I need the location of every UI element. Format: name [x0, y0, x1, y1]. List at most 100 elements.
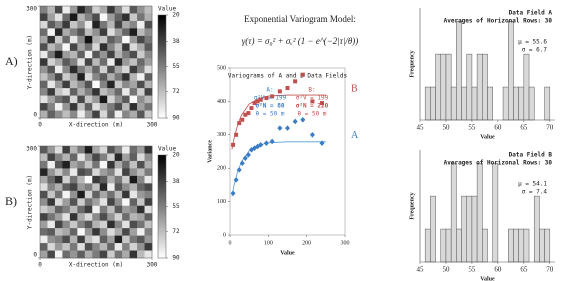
- plot-frame: [229, 67, 346, 236]
- heatmap-cell: [137, 13, 145, 22]
- chart-subtitle: Averages of Horizonal Rows: 30: [444, 160, 553, 167]
- heatmap-cell: [122, 20, 130, 29]
- annotation: θ = 50 m: [256, 111, 285, 118]
- heatmap-cell: [62, 20, 71, 29]
- heatmap-cell: [40, 228, 48, 236]
- heatmap-cell: [129, 43, 138, 52]
- heatmap-cell: [84, 213, 93, 221]
- heatmap-cell: [69, 20, 78, 29]
- histogram-bar: [508, 228, 514, 263]
- x-tick-label: 60: [494, 124, 502, 132]
- heatmap-cell: [92, 65, 101, 74]
- heatmap-cell: [69, 58, 78, 67]
- heatmap-cell: [92, 168, 101, 177]
- histogram-bar: [440, 228, 447, 263]
- heatmap-cell: [99, 213, 108, 221]
- heatmap-cell: [107, 88, 115, 96]
- heatmap-cell: [129, 175, 138, 184]
- x-tick-label: 300: [341, 240, 350, 246]
- histogram-bar: [533, 195, 540, 263]
- heatmap-cell: [69, 160, 78, 169]
- heatmap-cell: [129, 168, 138, 177]
- heatmap-cell: [47, 168, 56, 177]
- data-point: [270, 94, 275, 99]
- histogram-bar: [466, 53, 473, 121]
- heatmap-cell: [77, 175, 86, 184]
- heatmap-cell: [114, 205, 123, 214]
- heatmap-cell: [92, 160, 101, 169]
- y-tick-label: 300: [26, 6, 37, 13]
- heatmap-cell: [47, 28, 56, 37]
- heatmap-cell: [99, 183, 108, 192]
- heatmap-cell: [122, 250, 130, 259]
- heatmap-cell: [99, 95, 108, 104]
- heatmap-cell: [92, 183, 101, 192]
- heatmap-cell: [107, 95, 115, 104]
- heatmap-cell: [62, 235, 71, 244]
- heatmap-cell: [99, 103, 108, 111]
- heatmap-cell: [47, 153, 56, 162]
- annotation: σ²N = 80: [256, 103, 285, 110]
- data-point: [277, 125, 283, 131]
- heatmap-cell: [77, 213, 86, 221]
- heatmap-cell: [122, 168, 130, 177]
- y-tick-label: 0: [33, 252, 37, 259]
- heatmap-cell: [69, 80, 78, 89]
- heatmap-cell: [40, 50, 48, 59]
- heatmap-cell: [114, 43, 123, 52]
- panel-label: B): [5, 194, 17, 208]
- heatmap-cell: [129, 183, 138, 192]
- histogram-bar: [544, 228, 551, 263]
- y-axis-label: Frequency: [409, 50, 415, 77]
- heatmap-cell: [114, 168, 123, 177]
- stat-label: μ = 54.1: [518, 181, 547, 188]
- heatmap-cell: [84, 95, 93, 104]
- heatmap-cell: [129, 95, 138, 104]
- heatmap-cell: [77, 146, 86, 154]
- heatmap-cell: [47, 220, 56, 229]
- heatmap-cell: [122, 28, 130, 37]
- heatmap-cell: [92, 190, 101, 199]
- colorbar-tick-label: 72: [172, 88, 180, 95]
- heatmap-cell: [47, 146, 56, 154]
- heatmap-cell: [47, 160, 56, 169]
- heatmap-cell: [137, 80, 145, 89]
- heatmap-cell: [92, 50, 101, 59]
- heatmap-cell: [77, 235, 86, 244]
- histogram-bar: [539, 228, 545, 263]
- heatmap-cell: [62, 6, 71, 14]
- data-point: [300, 116, 306, 123]
- heatmap-cell: [40, 65, 48, 74]
- data-point: [263, 140, 269, 146]
- heatmap-cell: [77, 43, 86, 52]
- heatmap-cell: [77, 73, 86, 81]
- heatmap-cell: [114, 183, 123, 192]
- heatmap-cell: [122, 103, 130, 111]
- heatmap-cell: [92, 20, 101, 29]
- heatmap-cell: [114, 73, 123, 81]
- y-axis-label: Frequency: [409, 192, 415, 219]
- heatmap-cell: [40, 153, 48, 162]
- histogram-bar: [482, 53, 488, 121]
- heatmap-cell: [40, 88, 48, 96]
- x-axis-label: Value: [280, 250, 295, 256]
- heatmap-cell: [84, 153, 93, 162]
- heatmap-cell: [40, 198, 48, 207]
- heatmap-cell: [77, 160, 86, 169]
- data-point: [236, 167, 242, 173]
- heatmap-cell: [69, 35, 78, 44]
- heatmap-cell: [122, 73, 130, 81]
- heatmap-cell: [47, 58, 56, 67]
- panel-label: A): [5, 54, 18, 68]
- heatmap-cell: [77, 250, 86, 259]
- heatmap-cell: [47, 235, 56, 244]
- heatmap-cell: [47, 175, 56, 184]
- heatmap-cell: [54, 20, 63, 29]
- heatmap-cell: [107, 190, 115, 199]
- heatmap-cell: [84, 190, 93, 199]
- data-point: [310, 99, 315, 104]
- heatmap-cell: [99, 28, 108, 37]
- annotation: A:: [266, 87, 273, 94]
- data-point: [293, 79, 298, 84]
- heatmap-cell: [99, 80, 108, 89]
